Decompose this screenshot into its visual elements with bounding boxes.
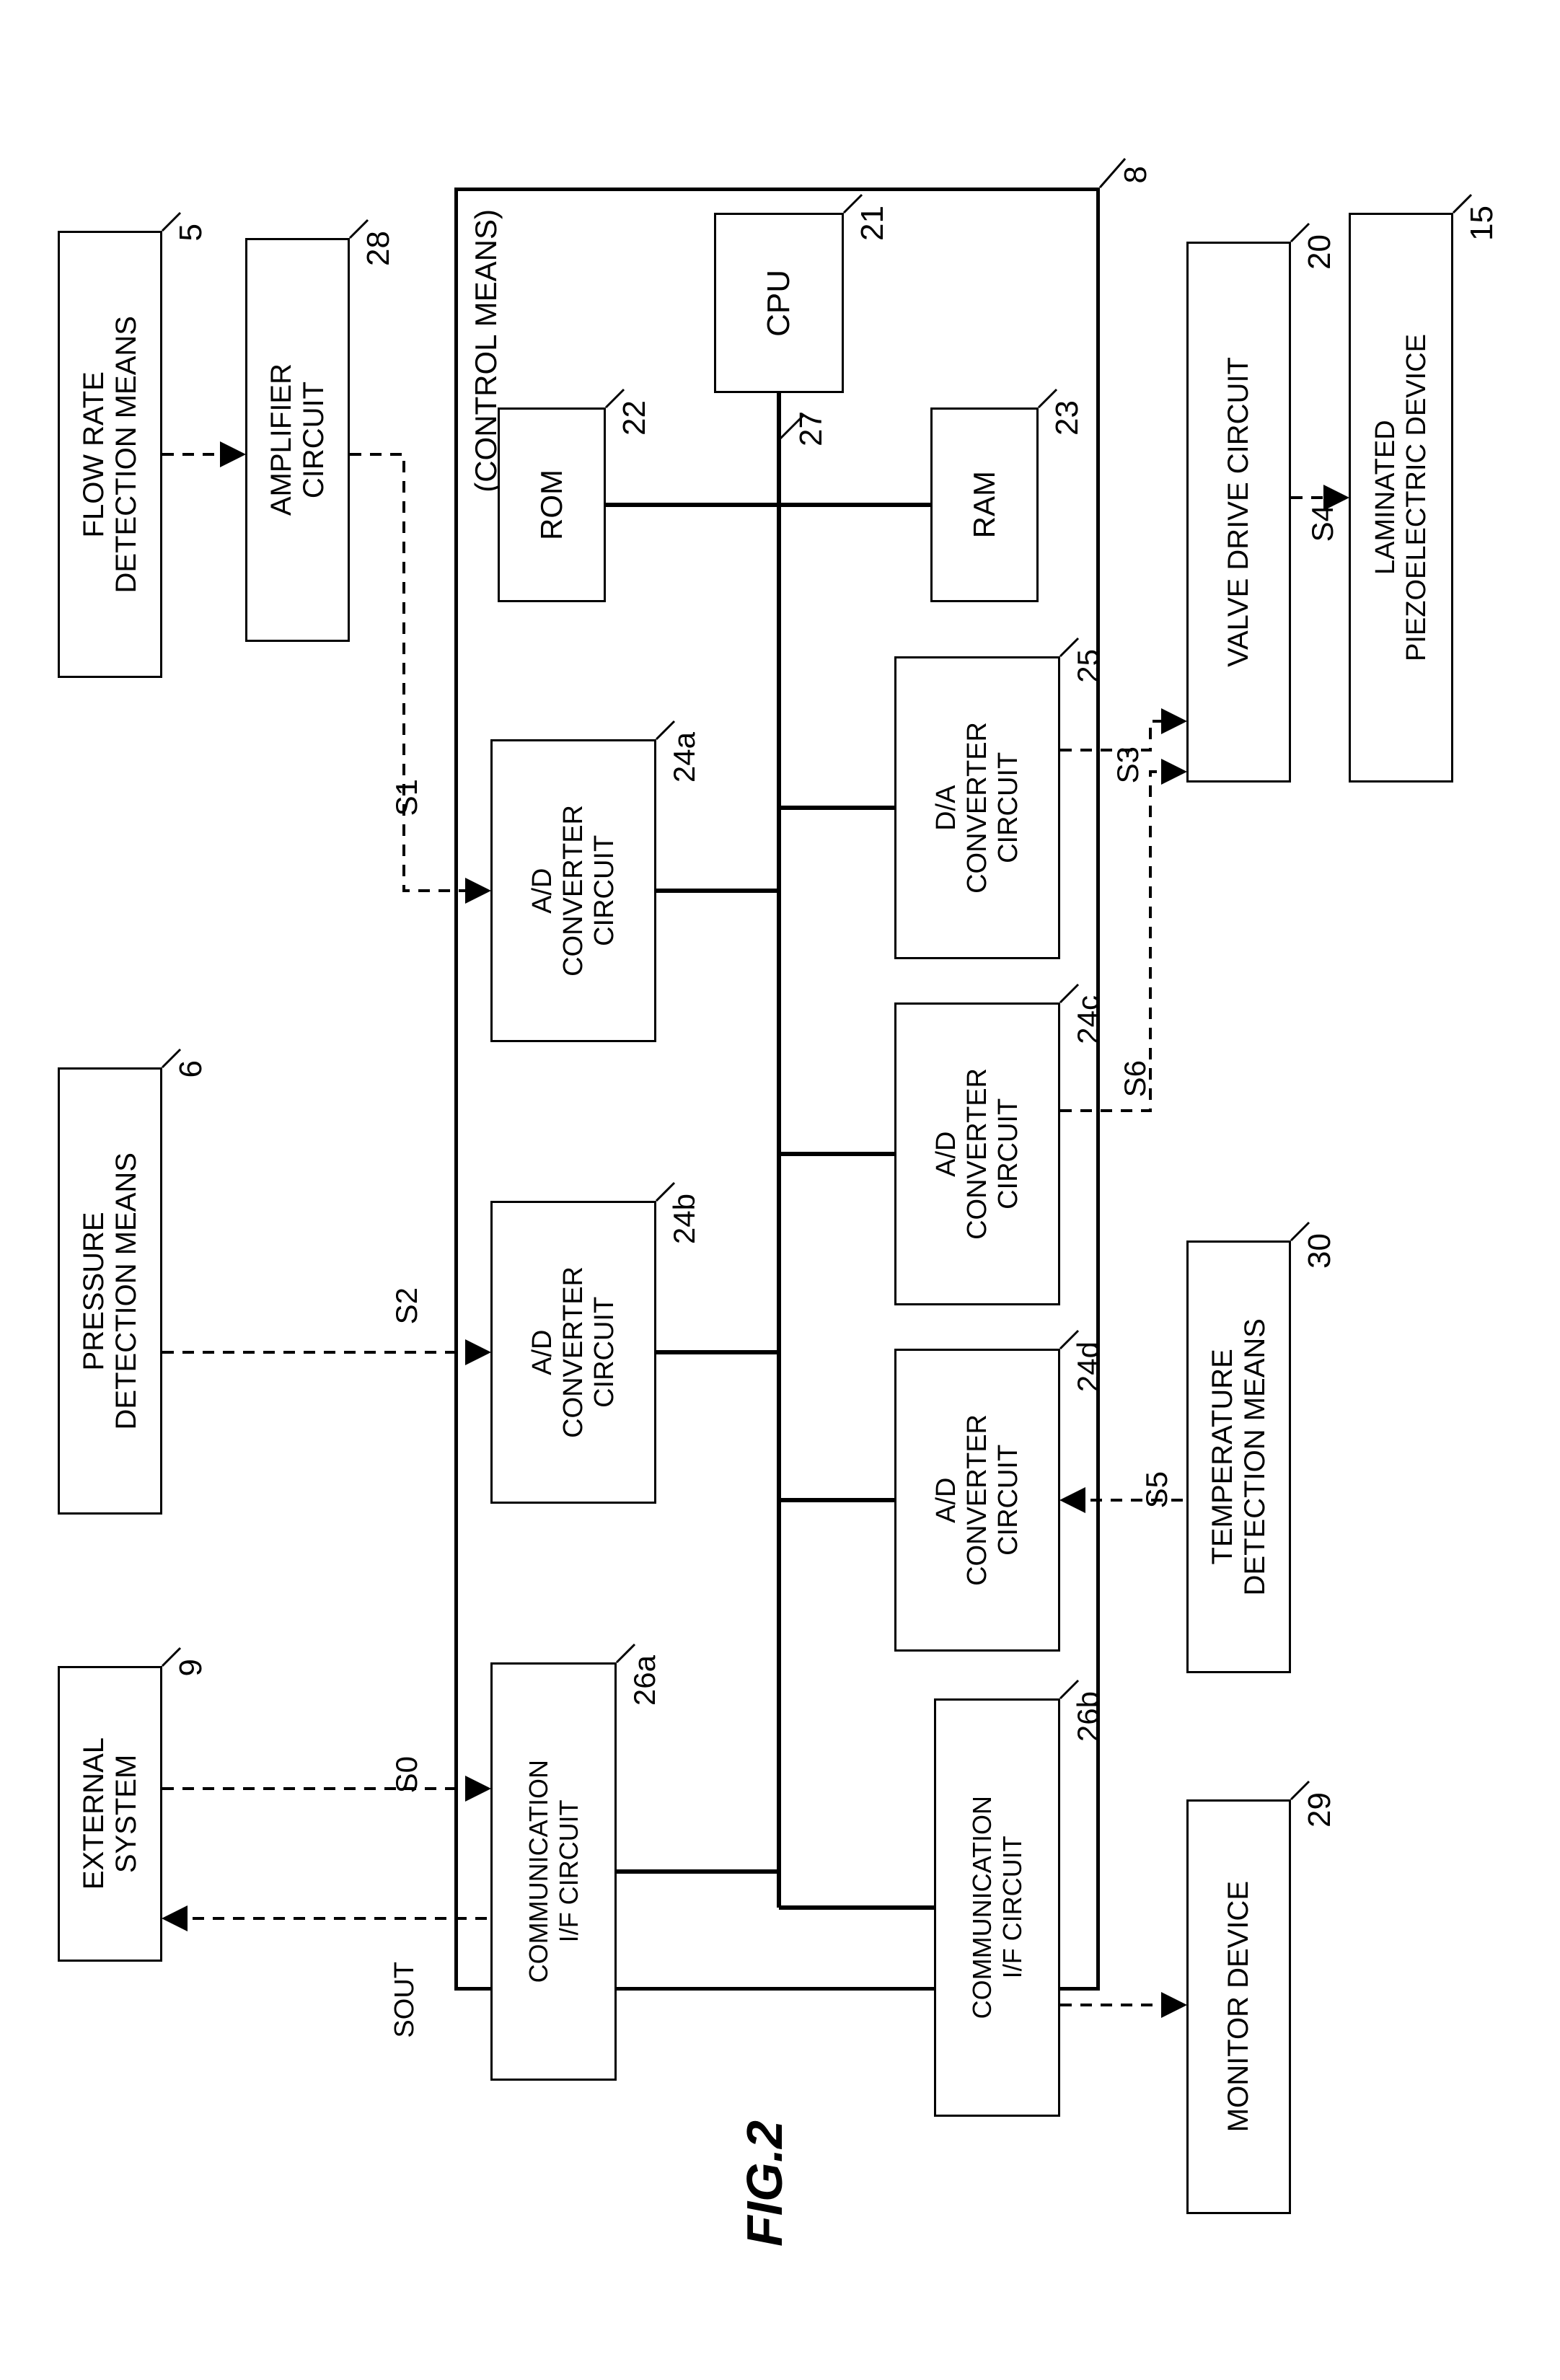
- da-conv-box: D/A CONVERTER CIRCUIT: [894, 656, 1060, 959]
- comm-a-text: COMMUNICATION I/F CIRCUIT: [524, 1760, 584, 1983]
- sig-s3: S3: [1111, 746, 1145, 783]
- ref-ad-c: 24c: [1071, 995, 1106, 1044]
- ram-box: RAM: [930, 407, 1039, 602]
- monitor-box: MONITOR DEVICE: [1186, 1799, 1291, 2214]
- sig-s2: S2: [389, 1287, 424, 1324]
- valve-text: VALVE DRIVE CIRCUIT: [1222, 357, 1255, 667]
- rom-box: ROM: [498, 407, 606, 602]
- pressure-box: PRESSURE DETECTION MEANS: [58, 1067, 162, 1515]
- ref-control: 8: [1118, 166, 1154, 183]
- comm-a-box: COMMUNICATION I/F CIRCUIT: [490, 1662, 617, 2081]
- sig-s1: S1: [389, 779, 424, 816]
- amplifier-text: AMPLIFIER CIRCUIT: [265, 363, 330, 516]
- monitor-text: MONITOR DEVICE: [1222, 1881, 1255, 2132]
- temp-box: TEMPERATURE DETECTION MEANS: [1186, 1240, 1291, 1673]
- sig-sout: SOUT: [389, 1962, 420, 2038]
- ref-ad-a: 24a: [667, 732, 702, 783]
- ad-b-text: A/D CONVERTER CIRCUIT: [527, 1266, 620, 1438]
- rom-text: ROM: [534, 470, 569, 540]
- cpu-text: CPU: [761, 270, 797, 337]
- amplifier-box: AMPLIFIER CIRCUIT: [245, 238, 350, 642]
- sig-s4: S4: [1305, 505, 1340, 542]
- ref-piezo: 15: [1464, 206, 1500, 241]
- ref-da-conv: 25: [1071, 649, 1106, 683]
- ad-c-box: A/D CONVERTER CIRCUIT: [894, 1002, 1060, 1305]
- comm-b-text: COMMUNICATION I/F CIRCUIT: [967, 1796, 1028, 2019]
- ref-temp: 30: [1302, 1233, 1338, 1269]
- ref-comm-b: 26b: [1071, 1691, 1106, 1742]
- comm-b-box: COMMUNICATION I/F CIRCUIT: [934, 1698, 1060, 2117]
- ref-cpu: 21: [855, 206, 891, 241]
- ad-b-box: A/D CONVERTER CIRCUIT: [490, 1201, 656, 1504]
- flow-rate-text: FLOW RATE DETECTION MEANS: [78, 316, 143, 593]
- ad-a-text: A/D CONVERTER CIRCUIT: [527, 805, 620, 977]
- ref-ad-d: 24d: [1071, 1341, 1106, 1392]
- ref-monitor: 29: [1302, 1792, 1338, 1828]
- ad-d-box: A/D CONVERTER CIRCUIT: [894, 1349, 1060, 1652]
- external-box: EXTERNAL SYSTEM: [58, 1666, 162, 1962]
- ref-ad-b: 24b: [667, 1194, 702, 1244]
- ref-flow-rate: 5: [173, 224, 209, 241]
- ref-bus: 27: [793, 411, 829, 446]
- sig-s0: S0: [389, 1756, 424, 1793]
- valve-box: VALVE DRIVE CIRCUIT: [1186, 242, 1291, 783]
- ad-d-text: A/D CONVERTER CIRCUIT: [931, 1414, 1024, 1586]
- ref-amplifier: 28: [361, 231, 397, 266]
- ref-ram: 23: [1049, 400, 1085, 436]
- external-text: EXTERNAL SYSTEM: [78, 1737, 143, 1890]
- ref-comm-a: 26a: [627, 1655, 662, 1706]
- sig-s6: S6: [1118, 1060, 1153, 1097]
- ad-a-box: A/D CONVERTER CIRCUIT: [490, 739, 656, 1042]
- ref-valve: 20: [1302, 234, 1338, 270]
- da-conv-text: D/A CONVERTER CIRCUIT: [931, 722, 1024, 894]
- cpu-box: CPU: [714, 213, 844, 393]
- ref-pressure: 6: [173, 1060, 209, 1077]
- ref-rom: 22: [617, 400, 653, 436]
- ad-c-text: A/D CONVERTER CIRCUIT: [931, 1068, 1024, 1240]
- ref-external: 9: [173, 1659, 209, 1676]
- sig-s5: S5: [1140, 1471, 1174, 1508]
- pressure-text: PRESSURE DETECTION MEANS: [78, 1152, 143, 1429]
- piezo-text: LAMINATED PIEZOELECTRIC DEVICE: [1370, 334, 1432, 661]
- ram-text: RAM: [967, 471, 1002, 538]
- temp-text: TEMPERATURE DETECTION MEANS: [1207, 1318, 1272, 1595]
- figure-title: FIG.2: [736, 2120, 793, 2247]
- piezo-box: LAMINATED PIEZOELECTRIC DEVICE: [1349, 213, 1453, 783]
- flow-rate-box: FLOW RATE DETECTION MEANS: [58, 231, 162, 678]
- diagram-container: (CONTROL MEANS) FLOW RATE DETECTION MEAN…: [29, 29, 1531, 2351]
